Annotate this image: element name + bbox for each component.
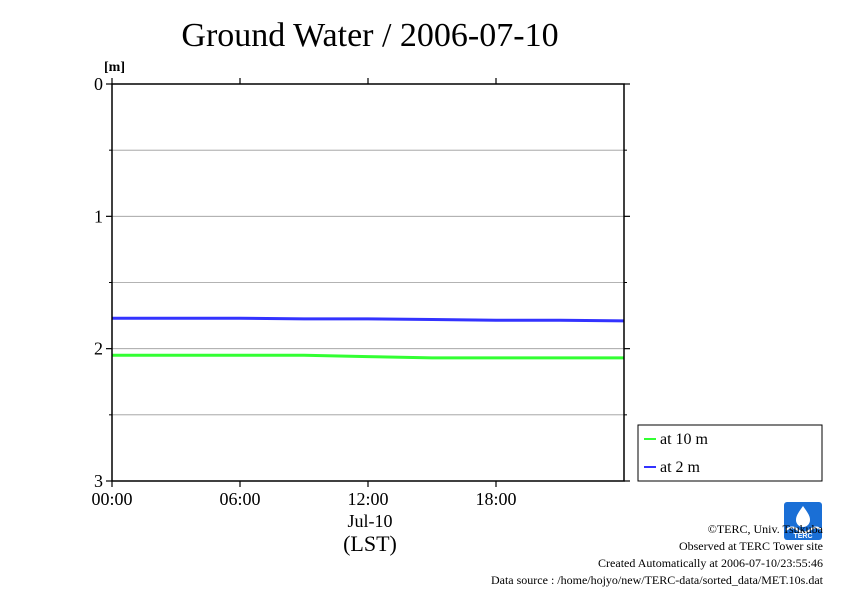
- x-tick-label: 06:00: [219, 489, 260, 509]
- legend-label-series-0: at 10 m: [660, 431, 709, 448]
- x-date-label: Jul-10: [348, 511, 393, 531]
- chart-title: Ground Water / 2006-07-10: [181, 17, 558, 54]
- series-lines: [112, 316, 625, 360]
- legend-label-series-1: at 2 m: [660, 459, 701, 476]
- legend-box: [637, 424, 823, 482]
- x-tick-label: 00:00: [91, 489, 132, 509]
- logo-text: TERC: [793, 533, 812, 540]
- y-tick-label: 0: [94, 74, 103, 94]
- series-line-1: [112, 316, 625, 323]
- y-tick-label: 3: [94, 471, 103, 491]
- y-tick-labels: 0 1 2 3: [94, 74, 103, 491]
- y-tick-label: 2: [94, 339, 103, 359]
- x-axis-label: (LST): [343, 531, 397, 556]
- horizontal-grid: [112, 149, 624, 416]
- logo-wave: [785, 526, 822, 534]
- series-line-0: [112, 353, 624, 360]
- y-axis-unit-label: [m]: [104, 60, 125, 75]
- terc-logo-icon: TERC: [784, 502, 822, 540]
- x-tick-labels: 00:00 06:00 12:00 18:00: [91, 489, 516, 509]
- plot-frame: [111, 83, 625, 482]
- observed-text: Observed at TERC Tower site: [678, 539, 823, 553]
- x-tick-label: 12:00: [347, 489, 388, 509]
- created-text: Created Automatically at 2006-07-10/23:5…: [598, 556, 823, 570]
- x-tick-label: 18:00: [475, 489, 516, 509]
- y-tick-label: 1: [94, 206, 103, 226]
- copyright-text: ©TERC, Univ. Tsukuba: [707, 522, 823, 536]
- logo-drop: [796, 506, 810, 527]
- data-source-text: Data source : /home/hojyo/new/TERC-data/…: [490, 573, 823, 587]
- legend: at 10 m at 2 m: [637, 424, 823, 482]
